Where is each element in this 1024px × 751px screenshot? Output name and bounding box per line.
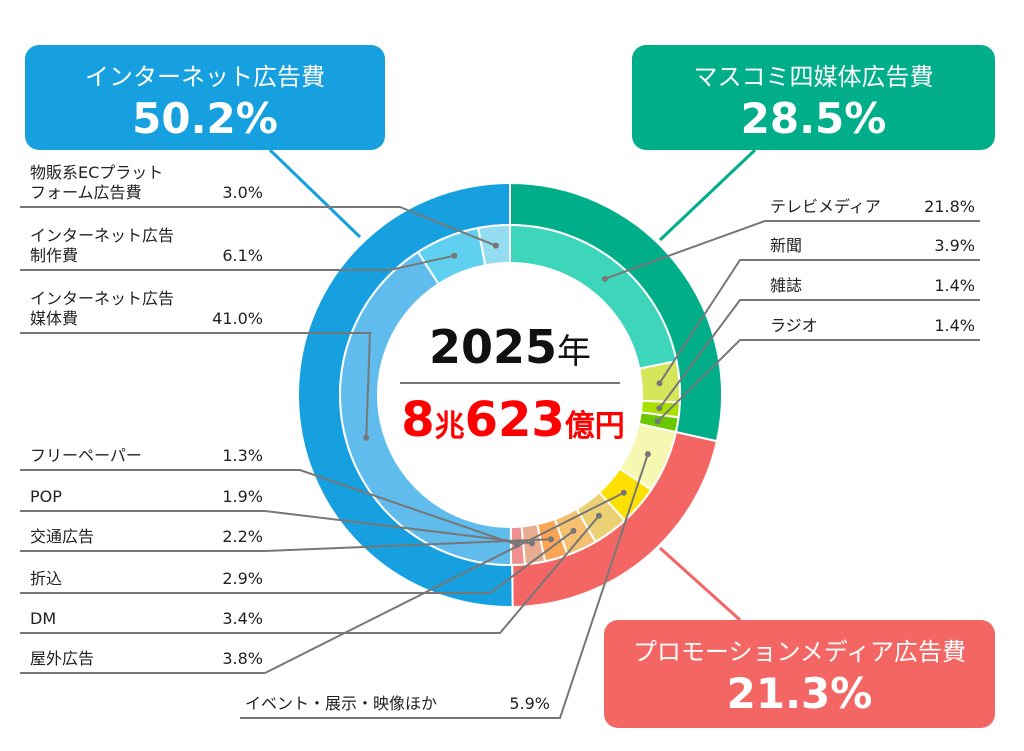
callout-connector [268, 148, 362, 239]
leader-dot [601, 275, 608, 282]
leader-line [658, 299, 980, 409]
leader-dot [451, 252, 458, 259]
leader-line [604, 220, 980, 280]
leader-line [20, 332, 372, 438]
segment-value: 3.4% [222, 609, 263, 628]
segment-label: イベント・展示・映像ほか [245, 694, 438, 713]
leader-dot [570, 527, 577, 534]
callout-percent: 28.5% [740, 94, 887, 143]
leader-dot [363, 434, 370, 441]
leader-line [20, 538, 551, 552]
segment-value: 1.4% [934, 316, 975, 335]
leader-line [656, 339, 980, 422]
callout-percent: 50.2% [132, 94, 278, 143]
leader-dot [595, 512, 602, 519]
segment-value: 1.9% [222, 487, 263, 506]
center-year: 2025年 [428, 320, 592, 374]
segment-value: 3.9% [934, 236, 975, 255]
leader-dot [654, 418, 661, 425]
segment-label: インターネット広告 制作費 [30, 226, 175, 265]
leader-line [20, 469, 518, 546]
leader-line [20, 254, 455, 271]
segment-label: 屋外広告 [30, 649, 95, 668]
segment-label: 折込 [30, 569, 63, 588]
leader-line [658, 259, 980, 384]
callout-connector [658, 546, 742, 622]
leader-line [20, 491, 625, 674]
segment-value: 2.2% [222, 527, 263, 546]
leader-dot [514, 541, 521, 548]
segment-label: 交通広告 [30, 527, 95, 546]
segment-label: インターネット広告 媒体費 [30, 289, 175, 328]
segment-label: フリーペーパー [30, 446, 142, 465]
callout-title: マスコミ四媒体広告費 [693, 63, 934, 91]
segment-value: 1.4% [934, 276, 975, 295]
segment-label: POP [30, 487, 62, 506]
leader-dot [656, 405, 663, 412]
leader-line [20, 515, 600, 634]
callout-internet: インターネット広告費 50.2% [25, 45, 385, 150]
segment-label: テレビメディア [770, 197, 881, 216]
segment-label: DM [30, 609, 57, 628]
leader-dot [492, 242, 499, 249]
callout-percent: 21.3% [726, 669, 873, 718]
segment-value: 3.0% [222, 183, 263, 202]
center-total: 8兆623億円 [401, 392, 625, 448]
callout-mass-media: マスコミ四媒体広告費 28.5% [632, 45, 995, 150]
leader-dot [656, 380, 663, 387]
leader-line [20, 206, 497, 247]
inner-slice [339, 250, 513, 566]
segment-value: 2.9% [222, 569, 263, 588]
leader-dot [547, 536, 554, 543]
segment-label: 雑誌 [770, 276, 803, 295]
segment-value: 41.0% [212, 309, 263, 328]
leader-line [20, 510, 533, 545]
segment-value: 6.1% [222, 246, 263, 265]
segment-value: 5.9% [509, 694, 550, 713]
callout-promotion: プロモーションメディア広告費 21.3% [604, 620, 995, 728]
leader-dot [644, 451, 651, 458]
leader-dot [529, 540, 536, 547]
segment-value: 3.8% [222, 649, 263, 668]
segment-label: 物販系ECプラット フォーム広告費 [30, 163, 164, 202]
leader-line [20, 530, 575, 594]
segment-label: ラジオ [770, 316, 818, 335]
callout-connector [658, 148, 757, 242]
segment-label: 新聞 [770, 236, 803, 255]
leader-line [240, 453, 649, 719]
segment-value: 21.8% [924, 197, 975, 216]
leader-dot [620, 489, 627, 496]
segment-value: 1.3% [222, 446, 263, 465]
callout-title: インターネット広告費 [85, 63, 325, 91]
callout-title: プロモーションメディア広告費 [632, 638, 967, 666]
